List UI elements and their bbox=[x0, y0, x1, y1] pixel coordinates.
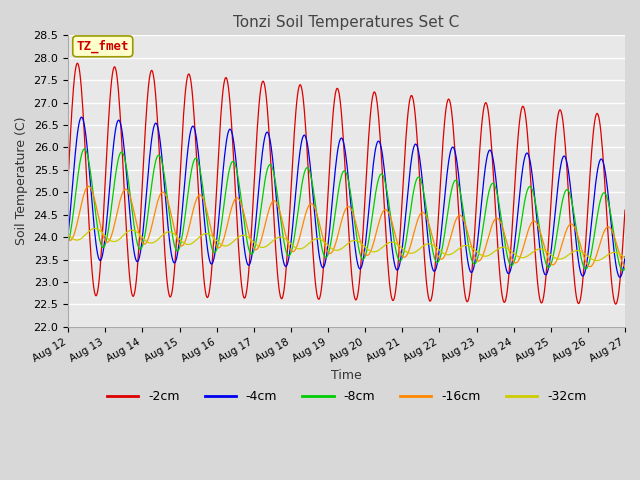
-2cm bbox=[189, 96, 196, 102]
-32cm bbox=[189, 240, 196, 246]
Line: -4cm: -4cm bbox=[68, 117, 625, 277]
-2cm bbox=[64, 176, 72, 182]
-4cm bbox=[132, 258, 140, 264]
-32cm bbox=[621, 255, 629, 261]
-16cm bbox=[415, 214, 423, 219]
-4cm bbox=[77, 114, 85, 120]
Legend: -2cm, -4cm, -8cm, -16cm, -32cm: -2cm, -4cm, -8cm, -16cm, -32cm bbox=[102, 385, 591, 408]
-2cm bbox=[431, 262, 439, 268]
-16cm bbox=[189, 208, 196, 214]
-16cm bbox=[431, 245, 439, 251]
Text: TZ_fmet: TZ_fmet bbox=[77, 40, 129, 53]
Line: -16cm: -16cm bbox=[68, 186, 625, 267]
-16cm bbox=[74, 216, 82, 221]
-4cm bbox=[431, 267, 439, 273]
-4cm bbox=[218, 177, 226, 182]
-4cm bbox=[74, 125, 82, 131]
-16cm bbox=[84, 183, 92, 189]
Title: Tonzi Soil Temperatures Set C: Tonzi Soil Temperatures Set C bbox=[234, 15, 460, 30]
-2cm bbox=[75, 64, 83, 70]
-2cm bbox=[218, 95, 226, 100]
-4cm bbox=[616, 275, 623, 280]
-8cm bbox=[619, 268, 627, 274]
-4cm bbox=[64, 231, 72, 237]
-16cm bbox=[132, 219, 140, 225]
-8cm bbox=[621, 265, 629, 271]
-8cm bbox=[74, 171, 82, 177]
-16cm bbox=[621, 264, 629, 270]
-8cm bbox=[218, 215, 226, 221]
-32cm bbox=[64, 231, 72, 237]
-32cm bbox=[74, 237, 82, 243]
-32cm bbox=[593, 258, 600, 264]
X-axis label: Time: Time bbox=[332, 369, 362, 382]
-2cm bbox=[74, 60, 81, 66]
-8cm bbox=[431, 257, 439, 263]
-8cm bbox=[64, 240, 72, 246]
-2cm bbox=[132, 277, 140, 283]
-32cm bbox=[92, 226, 99, 231]
-16cm bbox=[64, 236, 72, 241]
Line: -8cm: -8cm bbox=[68, 149, 625, 271]
-8cm bbox=[132, 236, 140, 242]
Y-axis label: Soil Temperature (C): Soil Temperature (C) bbox=[15, 117, 28, 245]
-4cm bbox=[189, 123, 196, 129]
-16cm bbox=[218, 240, 226, 246]
-32cm bbox=[132, 229, 140, 235]
-32cm bbox=[431, 244, 439, 250]
-32cm bbox=[415, 246, 423, 252]
-8cm bbox=[189, 161, 196, 167]
-2cm bbox=[415, 165, 423, 170]
-4cm bbox=[415, 151, 423, 157]
-8cm bbox=[81, 146, 88, 152]
-2cm bbox=[612, 301, 620, 307]
-32cm bbox=[218, 242, 226, 248]
-4cm bbox=[621, 254, 629, 260]
-2cm bbox=[621, 207, 629, 213]
Line: -2cm: -2cm bbox=[68, 63, 625, 304]
-8cm bbox=[415, 174, 423, 180]
Line: -32cm: -32cm bbox=[68, 228, 625, 261]
